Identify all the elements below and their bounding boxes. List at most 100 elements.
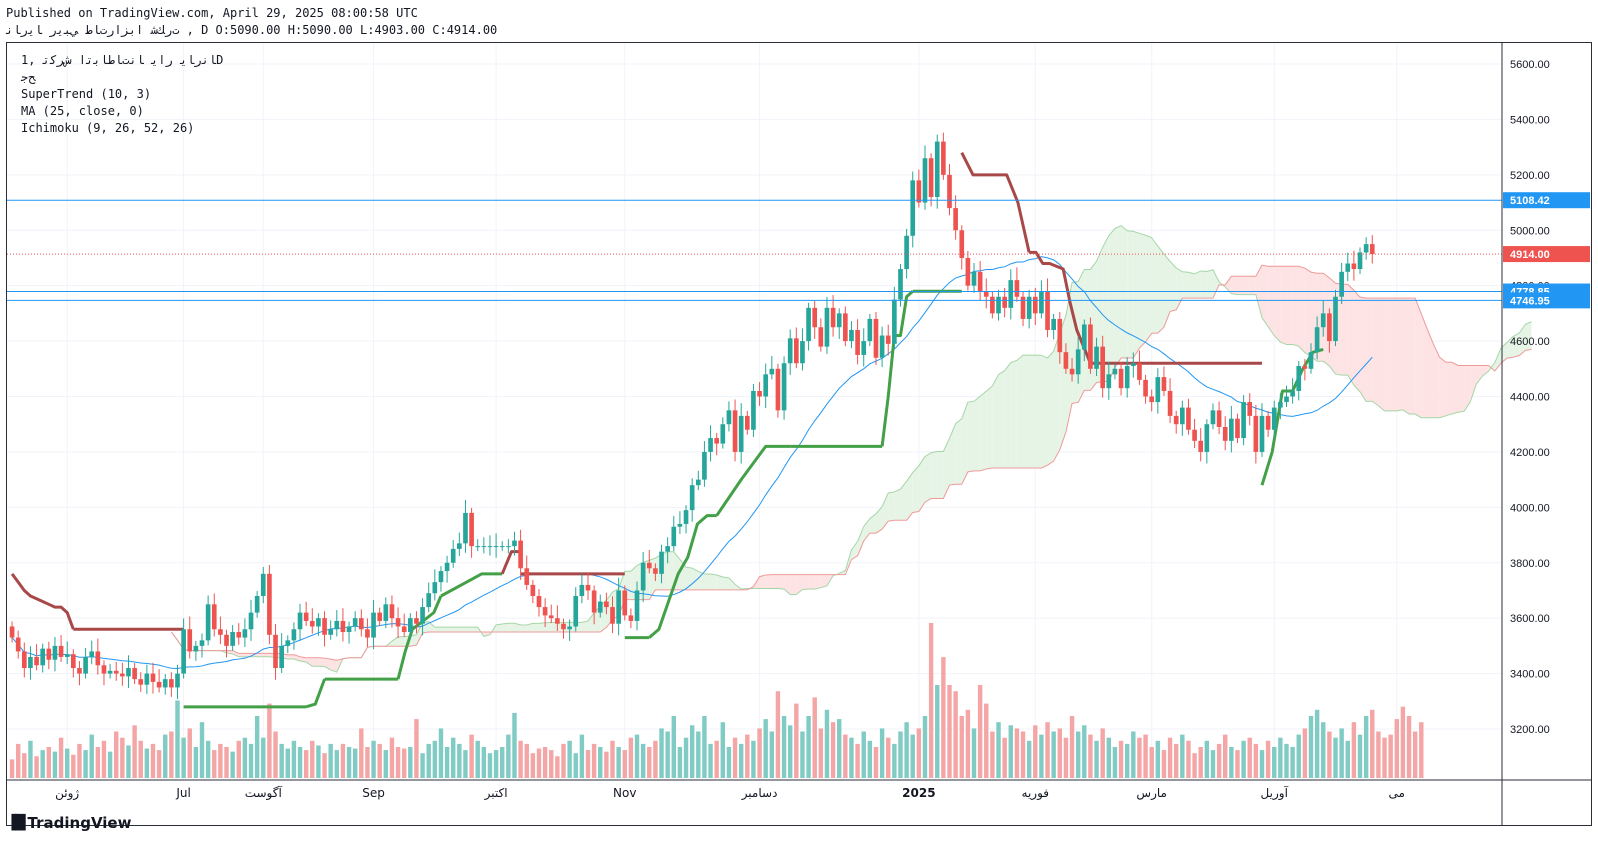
volume-bar [89, 734, 94, 778]
candle [934, 134, 940, 209]
candle [1032, 287, 1038, 326]
cloud-segment [1427, 329, 1434, 418]
cloud-segment [581, 620, 589, 633]
candle-body [983, 291, 989, 297]
cloud-segment [416, 622, 423, 646]
candle [708, 425, 713, 462]
candle [506, 539, 511, 554]
price-chart[interactable]: 3200.00 3400.00 3600.00 3800.00 4000.00 4200.… [7, 43, 1591, 825]
candle [622, 585, 628, 621]
volume-bar [444, 747, 450, 778]
candle-body [156, 681, 162, 688]
time-tick-label: 2025 [902, 786, 935, 800]
cloud-segment [1139, 233, 1146, 349]
candle [689, 478, 695, 522]
cloud-segment [1274, 266, 1281, 343]
candle [861, 328, 867, 367]
volume-bar [230, 751, 235, 778]
volume-bar [346, 747, 352, 778]
candle-body [1210, 410, 1216, 425]
candle-body [242, 629, 248, 638]
volume-bar [935, 685, 940, 778]
candle [634, 581, 640, 631]
candle-body [1051, 318, 1056, 330]
chart-frame[interactable]: 3200.00 3400.00 3600.00 3800.00 4000.00 4200.… [6, 42, 1592, 826]
volume-bar [1284, 743, 1289, 778]
volume-bar [1357, 734, 1363, 778]
candle [775, 363, 781, 418]
cloud-segment [863, 518, 870, 541]
volume-bar [1026, 740, 1032, 778]
candle-body [910, 180, 916, 236]
candle [904, 228, 909, 279]
candle-body [824, 307, 830, 347]
volume-bar [371, 740, 376, 778]
candle [806, 302, 811, 351]
candle-body [1302, 366, 1308, 369]
time-tick-label: دسامبر [741, 786, 778, 801]
cloud-segment [398, 636, 405, 647]
candle-body [548, 615, 554, 619]
candle [138, 672, 144, 692]
cloud-segment [1298, 266, 1305, 353]
cloud-segment [1304, 268, 1311, 357]
candle-body [996, 296, 1001, 314]
supertrend-segment [1260, 347, 1324, 486]
volume-bar [475, 740, 480, 778]
candle-body [1057, 318, 1063, 353]
volume-bar [120, 737, 125, 778]
candle [818, 318, 824, 352]
candle [126, 655, 131, 688]
candle [297, 603, 303, 641]
supertrend-segment [10, 572, 75, 630]
volume-bar [401, 748, 407, 778]
volume-bar [653, 740, 658, 778]
cloud-segment [1470, 365, 1477, 402]
volume-bar [1106, 737, 1112, 778]
cloud-segment [1231, 276, 1238, 295]
candle-body [1149, 396, 1155, 403]
candle-body [205, 604, 211, 641]
cloud-segment [1182, 271, 1189, 299]
candle [1296, 361, 1302, 401]
candle-body [340, 620, 346, 633]
candle [1308, 343, 1314, 374]
cloud-segment [410, 634, 417, 647]
candle [334, 610, 340, 637]
candle [193, 640, 199, 661]
candle [646, 550, 652, 574]
cloud-segment [1188, 272, 1195, 299]
legend-ichimoku[interactable]: Ichimoku (9, 26, 52, 26) [21, 121, 195, 135]
candle-body [475, 546, 481, 548]
volume-bar [408, 747, 413, 778]
volume-bar [647, 747, 652, 778]
volume-bar [334, 750, 340, 778]
volume-bar [1339, 728, 1344, 778]
cloud-segment [1409, 298, 1416, 415]
candle [892, 286, 897, 349]
time-tick-label: می [1389, 786, 1405, 800]
cloud-segment [1041, 355, 1048, 468]
volume-bar [1149, 747, 1154, 778]
volume-bar [1321, 722, 1326, 778]
volume-bar [1223, 734, 1228, 778]
legend-supertrend[interactable]: SuperTrend (10, 3) [21, 87, 152, 101]
candle [377, 607, 383, 626]
candle-body [885, 335, 891, 344]
candle-body [1081, 324, 1087, 350]
cloud-segment [704, 574, 711, 590]
volume-bar [1192, 753, 1197, 778]
volume-bar [1229, 747, 1234, 778]
volume-bar [549, 750, 554, 778]
price-label-badge: 5108.42 [1503, 192, 1590, 209]
volume-bar [849, 737, 854, 778]
candle-body [138, 679, 144, 685]
candle-body [671, 526, 677, 547]
price-tick-label: 3200.00 [1510, 724, 1550, 736]
cloud-segment [1268, 266, 1275, 336]
candle-body [947, 174, 952, 209]
candle [1198, 428, 1204, 462]
cloud-segment [998, 370, 1005, 468]
legend-ma[interactable]: MA (25, close, 0) [21, 104, 144, 118]
volume-bar [46, 747, 52, 778]
